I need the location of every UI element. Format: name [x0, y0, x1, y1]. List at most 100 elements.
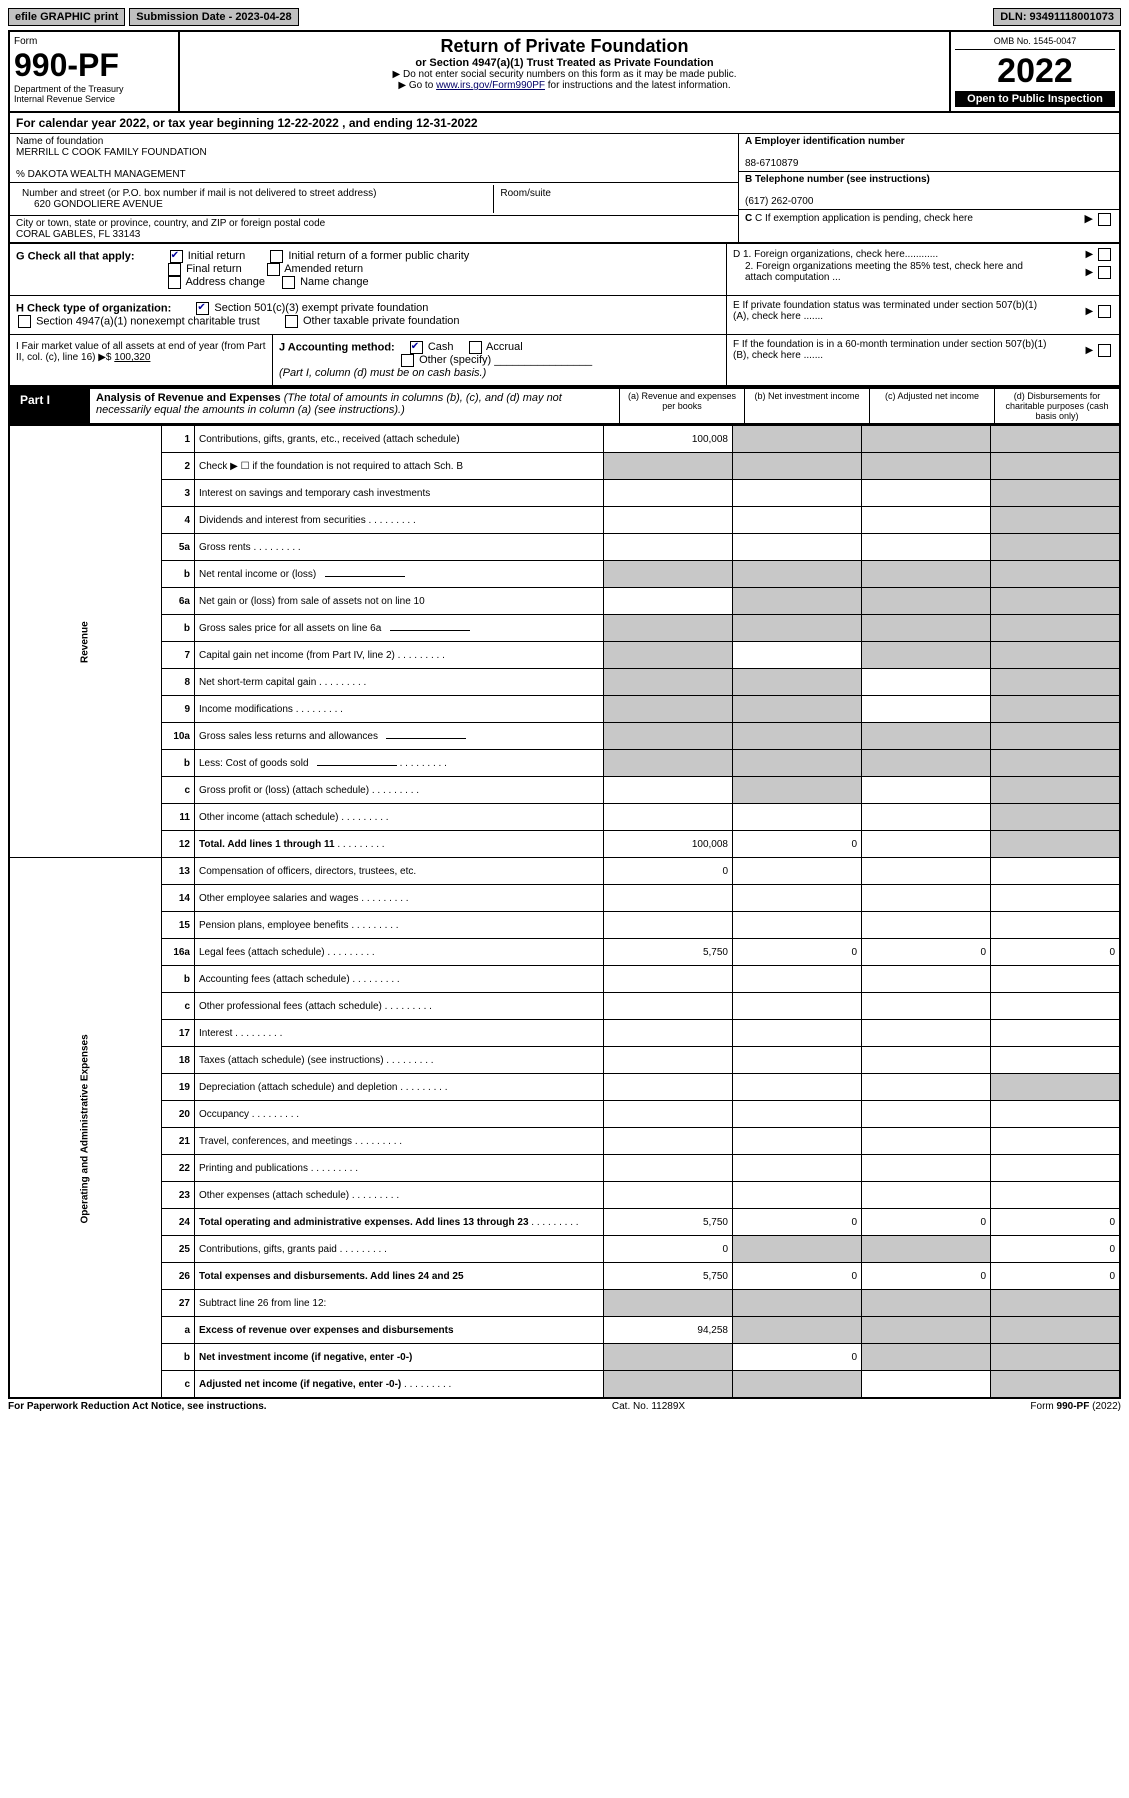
cell [733, 966, 862, 993]
g-label: G Check all that apply: [16, 250, 135, 262]
cell [604, 1182, 733, 1209]
final-return-checkbox[interactable] [168, 263, 181, 276]
cell [733, 993, 862, 1020]
row-desc: Total expenses and disbursements. Add li… [195, 1263, 604, 1290]
ein: 88-6710879 [745, 158, 798, 169]
cell [733, 696, 862, 723]
d2: 2. Foreign organizations meeting the 85%… [733, 261, 1045, 283]
cell [604, 966, 733, 993]
row-num: 15 [162, 912, 195, 939]
table-row: 24Total operating and administrative exp… [9, 1209, 1120, 1236]
open-public: Open to Public Inspection [955, 91, 1115, 107]
cell [991, 858, 1121, 885]
cell [991, 1047, 1121, 1074]
addr-label: Number and street (or P.O. box number if… [22, 188, 376, 199]
ein-label: A Employer identification number [745, 136, 905, 147]
cell [991, 507, 1121, 534]
table-row: Operating and Administrative Expenses13C… [9, 858, 1120, 885]
cell [862, 1020, 991, 1047]
cell [862, 480, 991, 507]
cell [991, 615, 1121, 642]
cell [862, 993, 991, 1020]
part1-label: Part I [10, 389, 90, 423]
footer-mid: Cat. No. 11289X [612, 1401, 685, 1412]
cell [991, 1371, 1121, 1399]
row-desc: Other professional fees (attach schedule… [195, 993, 604, 1020]
d2-checkbox[interactable] [1098, 266, 1111, 279]
row-desc: Subtract line 26 from line 12: [195, 1290, 604, 1317]
col-d-head: (d) Disbursements for charitable purpose… [995, 389, 1119, 423]
efile-label[interactable]: efile GRAPHIC print [8, 8, 125, 26]
table-row: 5aGross rents [9, 534, 1120, 561]
cell [991, 1182, 1121, 1209]
row-desc: Excess of revenue over expenses and disb… [195, 1317, 604, 1344]
cell: 100,008 [604, 426, 733, 453]
footer-right: Form 990-PF (2022) [1030, 1401, 1121, 1412]
amended-return-checkbox[interactable] [267, 263, 280, 276]
d1-checkbox[interactable] [1098, 248, 1111, 261]
row-desc: Adjusted net income (if negative, enter … [195, 1371, 604, 1399]
cell: 0 [991, 939, 1121, 966]
row-num: c [162, 1371, 195, 1399]
other-taxable-checkbox[interactable] [285, 315, 298, 328]
row-desc: Printing and publications [195, 1155, 604, 1182]
row-num: b [162, 615, 195, 642]
row-num: 23 [162, 1182, 195, 1209]
row-desc: Other income (attach schedule) [195, 804, 604, 831]
foundation-name: MERRILL C COOK FAMILY FOUNDATION [16, 147, 207, 158]
cell [991, 831, 1121, 858]
initial-public-checkbox[interactable] [270, 250, 283, 263]
row-num: 11 [162, 804, 195, 831]
name-change-checkbox[interactable] [282, 276, 295, 289]
f-checkbox[interactable] [1098, 344, 1111, 357]
cell [862, 723, 991, 750]
cell [604, 885, 733, 912]
row-desc: Legal fees (attach schedule) [195, 939, 604, 966]
cell [733, 480, 862, 507]
cell [991, 1344, 1121, 1371]
cell [991, 426, 1121, 453]
cell [604, 723, 733, 750]
instructions-link[interactable]: www.irs.gov/Form990PF [436, 80, 545, 91]
cell [604, 1371, 733, 1399]
4947-checkbox[interactable] [18, 315, 31, 328]
row-num: 24 [162, 1209, 195, 1236]
cell: 0 [733, 831, 862, 858]
form-number: 990-PF [14, 47, 174, 84]
i-val: 100,320 [114, 352, 150, 363]
accrual-checkbox[interactable] [469, 341, 482, 354]
other-specify-checkbox[interactable] [401, 354, 414, 367]
row-desc: Check ▶ ☐ if the foundation is not requi… [195, 453, 604, 480]
table-row: 4Dividends and interest from securities [9, 507, 1120, 534]
row-num: b [162, 750, 195, 777]
cell: 94,258 [604, 1317, 733, 1344]
phone: (617) 262-0700 [745, 196, 813, 207]
row-desc: Net gain or (loss) from sale of assets n… [195, 588, 604, 615]
cell [604, 642, 733, 669]
row-desc: Gross profit or (loss) (attach schedule) [195, 777, 604, 804]
e-checkbox[interactable] [1098, 305, 1111, 318]
501c3-checkbox[interactable] [196, 302, 209, 315]
dln: DLN: 93491118001073 [993, 8, 1121, 26]
row-desc: Gross sales price for all assets on line… [195, 615, 604, 642]
cash-checkbox[interactable] [410, 341, 423, 354]
cell [991, 561, 1121, 588]
row-desc: Interest [195, 1020, 604, 1047]
cell [862, 453, 991, 480]
row-num: 17 [162, 1020, 195, 1047]
cell [862, 1371, 991, 1399]
section-label: Revenue [9, 426, 162, 858]
cell: 0 [991, 1263, 1121, 1290]
c-checkbox[interactable] [1098, 213, 1111, 226]
cell [991, 993, 1121, 1020]
cell [991, 912, 1121, 939]
row-num: 18 [162, 1047, 195, 1074]
row-num: 2 [162, 453, 195, 480]
cell [733, 507, 862, 534]
cell [733, 1290, 862, 1317]
address-change-checkbox[interactable] [168, 276, 181, 289]
cell [733, 1371, 862, 1399]
table-row: 8Net short-term capital gain [9, 669, 1120, 696]
cell [604, 1290, 733, 1317]
initial-return-checkbox[interactable] [170, 250, 183, 263]
